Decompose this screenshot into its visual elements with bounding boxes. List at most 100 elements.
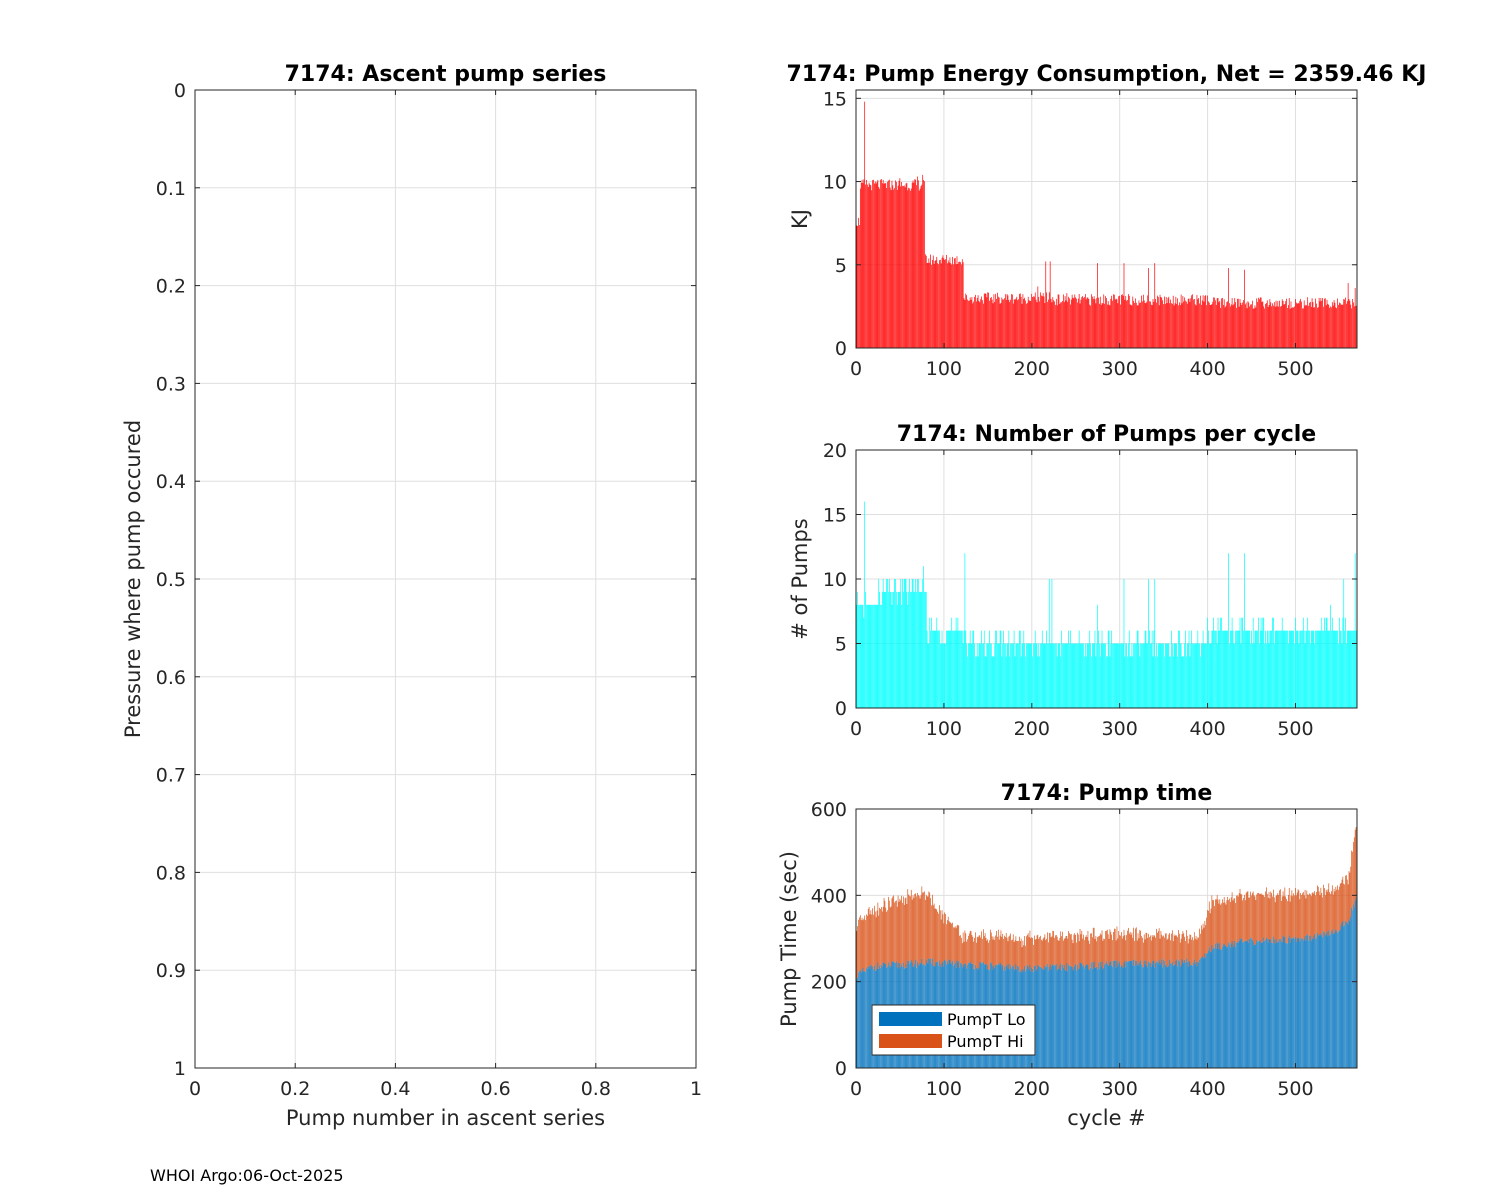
bar — [907, 604, 909, 708]
bar — [1245, 630, 1247, 708]
bar-pumpt-hi — [1052, 930, 1054, 964]
bar — [1185, 300, 1186, 348]
bar — [1021, 303, 1023, 348]
bar-pumpt-lo — [1276, 941, 1278, 1068]
bar — [1266, 630, 1268, 708]
bar — [1229, 643, 1230, 708]
bar-pumpt-hi — [1048, 932, 1050, 967]
bar-pumpt-hi — [1270, 891, 1272, 940]
bar — [1316, 303, 1317, 348]
bar-pumpt-hi — [1087, 930, 1089, 966]
bar — [1299, 300, 1301, 348]
bar — [962, 643, 964, 708]
bar-pumpt-hi — [1062, 931, 1063, 966]
bar-pumpt-hi — [1115, 940, 1117, 968]
bar-pumpt-hi — [1210, 908, 1212, 953]
bar-pumpt-lo — [1328, 930, 1330, 1068]
bar-pumpt-lo — [1169, 959, 1171, 1068]
bar — [1278, 306, 1280, 348]
bar — [1350, 630, 1352, 708]
bar — [1107, 301, 1109, 348]
bar — [971, 643, 973, 708]
bar — [975, 294, 976, 348]
bar — [1336, 630, 1338, 708]
bar — [1280, 630, 1281, 708]
bar — [1318, 297, 1320, 348]
bar — [1085, 299, 1087, 348]
bar-pumpt-hi — [1073, 934, 1075, 969]
bar-pumpt-hi — [1181, 934, 1183, 959]
bar-pumpt-hi — [1149, 937, 1150, 963]
bar-pumpt-lo — [1346, 921, 1347, 1068]
bar — [1325, 305, 1327, 348]
bar-pumpt-lo — [1341, 922, 1343, 1068]
bar-pumpt-lo — [1242, 942, 1243, 1068]
bar-pumpt-hi — [1242, 900, 1243, 943]
bar-pumpt-lo — [1187, 966, 1189, 1068]
bar — [1001, 656, 1003, 708]
bar — [1171, 643, 1173, 708]
bar — [1331, 307, 1332, 348]
bar-pumpt-lo — [1054, 965, 1055, 1068]
bar — [1194, 304, 1196, 348]
bar — [870, 604, 872, 708]
bar — [982, 643, 983, 708]
bar — [1048, 292, 1050, 348]
bar — [868, 604, 870, 708]
bar — [923, 179, 924, 348]
bar-pumpt-hi — [1189, 934, 1191, 963]
bar-pumpt-hi — [1173, 934, 1175, 966]
bar — [1223, 299, 1225, 348]
bar — [1088, 298, 1090, 348]
bar-pumpt-hi — [1132, 937, 1134, 966]
bar-pumpt-lo — [1310, 940, 1312, 1068]
bar — [1117, 643, 1119, 708]
y-tick-label: 0 — [174, 80, 186, 102]
bar-pumpt-hi — [981, 931, 982, 964]
bar-pumpt-hi — [1286, 899, 1287, 944]
bar-pumpt-hi — [973, 941, 975, 969]
bar-pumpt-hi — [940, 919, 942, 967]
bar-pumpt-lo — [1073, 968, 1075, 1068]
bar — [1003, 299, 1004, 348]
bar — [1151, 630, 1153, 708]
bar-pumpt-hi — [1142, 937, 1143, 967]
bar-pumpt-lo — [1196, 966, 1198, 1068]
bar-pumpt-hi — [1275, 895, 1277, 939]
bar-pumpt-lo — [1114, 960, 1116, 1068]
bar — [1157, 656, 1158, 708]
bar — [1167, 298, 1169, 348]
bar — [1211, 630, 1213, 708]
bar — [1197, 630, 1199, 708]
bar — [1204, 296, 1206, 348]
bar — [980, 299, 982, 348]
bar — [895, 591, 897, 708]
bar-pumpt-lo — [1244, 940, 1246, 1068]
bar-pumpt-lo — [1299, 941, 1301, 1068]
bar — [944, 643, 946, 708]
bar — [1323, 306, 1324, 348]
bar — [963, 630, 965, 708]
bar — [1249, 306, 1251, 348]
bar-pumpt-hi — [1188, 938, 1190, 961]
bar — [866, 604, 867, 708]
bar-pumpt-lo — [1057, 968, 1059, 1068]
bar — [1022, 294, 1024, 348]
bar — [981, 296, 982, 348]
bar — [1061, 630, 1062, 708]
bar — [1104, 303, 1105, 348]
bar-pumpt-hi — [910, 889, 912, 960]
bar-pumpt-hi — [939, 905, 940, 961]
bar — [1066, 643, 1068, 708]
bar — [1241, 617, 1243, 708]
bar — [1091, 656, 1092, 708]
bar — [1175, 296, 1177, 348]
bar-pumpt-lo — [859, 970, 860, 1068]
bar — [1195, 305, 1197, 348]
bar — [999, 303, 1001, 348]
bar-pumpt-lo — [1285, 942, 1287, 1068]
bar-pumpt-hi — [1135, 927, 1137, 961]
bar-pumpt-lo — [1127, 962, 1128, 1068]
bar-pumpt-hi — [867, 908, 869, 967]
